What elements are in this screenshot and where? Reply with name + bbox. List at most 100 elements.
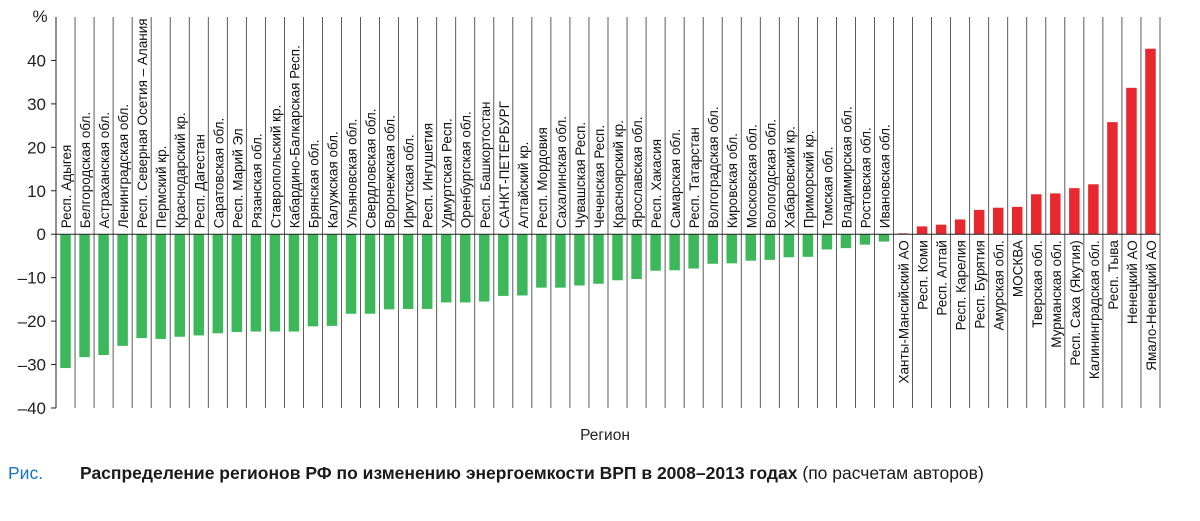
category-label: Астраханская обл. [97,112,112,228]
bar [383,234,395,310]
category-label: Мурманская обл. [1049,240,1064,348]
category-label: Ленинградская обл. [116,104,131,228]
category-labels: Респ. Адыгея Белгородская обл. Астраханска… [59,18,1159,383]
category-label: Оренбургская обл. [459,111,474,228]
category-label: Респ. Северная Осетия – Алания [135,18,150,228]
category-label: Ямало-Ненецкий АО [1144,240,1159,370]
category-label: Респ. Бурятия [973,240,988,328]
bar [307,234,319,327]
category-label: Респ. Ингушетия [421,123,436,228]
bar [98,234,109,355]
category-label: Удмуртская Респ. [440,118,455,228]
bar [593,234,604,284]
figure-caption: Рис. Распределение регионов РФ по измене… [0,458,1200,488]
bar [269,234,281,332]
y-tick-label: 40 [27,51,46,70]
bar [745,234,757,261]
category-label: Ненецкий АО [1125,240,1140,324]
category-label: Ставропольский кр. [268,105,283,229]
category-label: Ярославская обл. [630,117,645,229]
bar [1088,184,1099,235]
y-tick-label: –30 [18,356,46,375]
bar [1011,206,1023,235]
category-label: Красноярский кр. [611,120,626,228]
category-label: Респ. Коми [916,240,931,310]
category-label: Воронежская обл. [383,115,398,228]
category-label: Ульяновская обл. [345,119,360,229]
category-label: Респ. Дагестан [192,134,207,228]
category-label: Респ. Адыгея [59,145,74,229]
y-tick-label: –40 [18,399,46,418]
bar [1031,194,1042,235]
category-label: Кировская обл. [725,133,740,228]
bar [498,234,509,296]
bar [954,219,966,235]
category-label: Хабаровский кр. [782,126,797,228]
bar [479,234,490,302]
category-label: Свердловская обл. [364,109,379,229]
category-label: Рязанская обл. [249,133,264,228]
category-label: Владимирская обл. [839,106,854,228]
category-label: Респ. Карелия [954,240,969,330]
category-label: Кабардино-Балкарская Респ. [287,45,302,228]
bar [992,207,1004,235]
category-label: Респ. Мордовия [535,127,550,228]
bar [821,234,833,250]
category-label: Респ. Саха (Якутия) [1068,240,1083,365]
category-label: Респ. Татарстан [687,127,702,228]
bar-chart: % Регион –40 –30 –20 –10 0 10 20 30 40 Респ. Ады… [18,7,1161,444]
category-label: Приморский кр. [801,131,816,229]
bar [326,234,338,326]
bar [421,234,433,309]
bar [669,234,680,271]
bar [631,234,642,279]
category-label: Респ. Башкортостан [478,101,493,228]
category-label: Ивановская обл. [878,124,893,228]
category-label: Брянская обл. [306,139,321,228]
figure-note: (по расчетам авторов) [797,463,984,483]
category-gridlines [74,17,1161,408]
x-axis-title: Регион [580,427,630,444]
bar [688,234,699,269]
bar [726,234,737,264]
bar [117,234,128,346]
category-label: Самарская обл. [668,129,683,229]
category-label: Пермский кр. [154,146,169,229]
y-axis-unit-label: % [32,7,47,26]
bar [345,234,357,314]
category-label: Белгородская обл. [78,112,93,228]
bar [1145,48,1156,235]
bar [60,234,71,369]
category-label: САНКТ-ПЕТЕРБУРГ [497,100,512,228]
bar [136,234,147,339]
category-label: Тверская обл. [1030,240,1045,327]
category-label: Респ. Хакасия [649,139,664,228]
category-label: Алтайский кр. [516,142,531,229]
bar [155,234,166,339]
bar [764,234,776,260]
category-label: Ханты-Мансийский АО [897,240,912,383]
bar [1050,193,1061,235]
bar [288,234,300,332]
category-label: Амурская обл. [992,240,1007,330]
bar [1069,188,1080,235]
figure-caption-text: Распределение регионов РФ по изменению э… [80,458,984,488]
y-axis-ticks: –40 –30 –20 –10 0 10 20 30 40 [18,51,56,418]
category-label: Волгоградская обл. [706,106,721,228]
bar [517,234,528,296]
bar [802,234,814,257]
y-tick-label: 30 [27,95,46,114]
y-tick-label: 10 [27,182,46,201]
bar [174,234,185,337]
bars [60,48,1156,369]
bar [612,234,623,281]
bar [555,234,566,288]
y-tick-label: 20 [27,138,46,157]
bar [459,234,471,303]
bar [916,226,928,235]
bar [536,234,547,288]
category-label: Иркутская обл. [402,134,417,228]
bar [1107,122,1118,235]
category-label: Сахалинская обл. [554,116,569,228]
category-label: Калужская обл. [326,131,341,228]
